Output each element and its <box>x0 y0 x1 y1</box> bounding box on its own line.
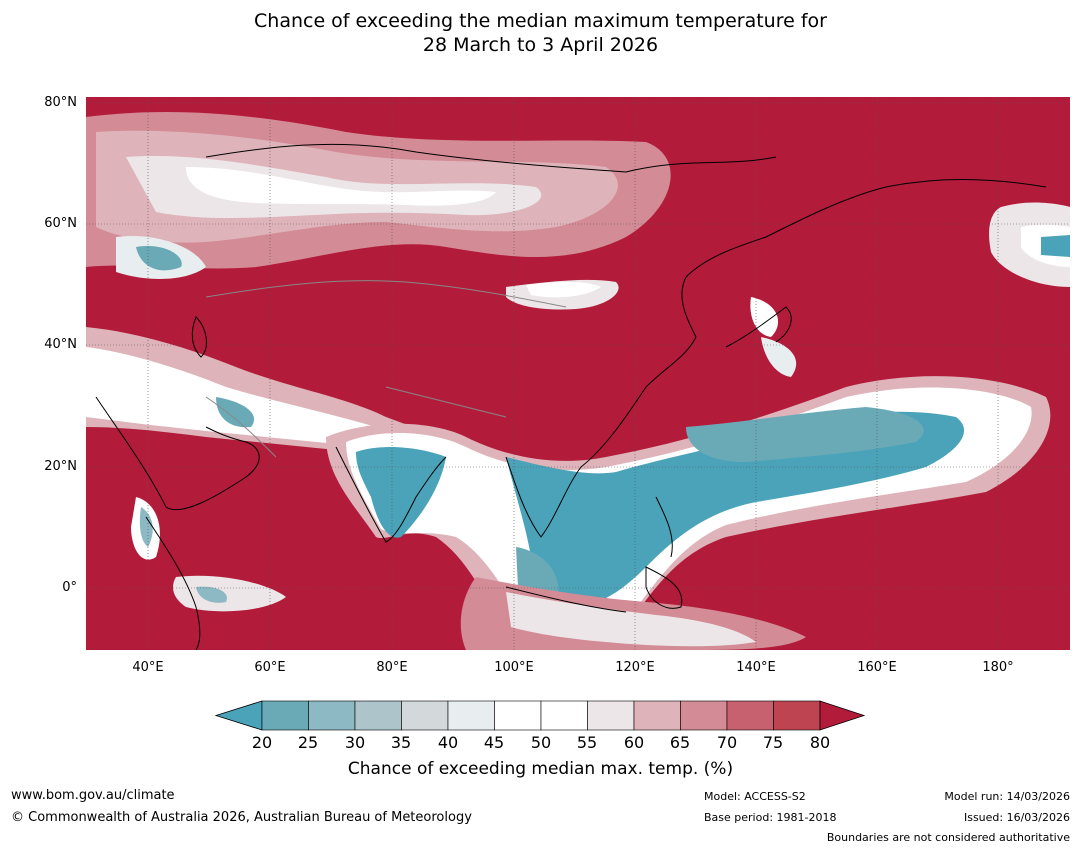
colorbar-segment <box>680 700 728 731</box>
coast-philippines <box>655 496 673 558</box>
border-china-india <box>385 386 507 418</box>
lat-label-40n: 40°N <box>44 337 77 352</box>
field-northeast-pacific <box>989 202 1070 287</box>
colorbar-segment <box>587 700 635 731</box>
map-area[interactable] <box>86 97 1070 650</box>
lon-label-160e: 160°E <box>857 660 897 675</box>
field-maritime-continent <box>460 577 806 650</box>
colorbar-segment <box>401 700 449 731</box>
colorbar-arrow-high <box>819 700 866 731</box>
lat-label-0: 0° <box>62 580 77 595</box>
legend-tick: 65 <box>669 733 691 752</box>
legend-tick: 75 <box>762 733 784 752</box>
country-borders <box>205 280 567 458</box>
legend-tick: 45 <box>483 733 505 752</box>
colorbar-segment <box>261 700 309 731</box>
legend-tick: 55 <box>576 733 598 752</box>
footer-disclaimer: Boundaries are not considered authoritat… <box>826 831 1070 844</box>
legend-tick: 70 <box>716 733 738 752</box>
map-title-line2: 28 March to 3 April 2026 <box>422 34 659 56</box>
lon-label-100e: 100°E <box>494 660 534 675</box>
legend-tick: 40 <box>437 733 459 752</box>
footer-model-run: Model run: 14/03/2026 <box>944 790 1070 803</box>
coast-arabia <box>95 396 260 511</box>
coast-caspian <box>191 316 207 358</box>
lon-label-120e: 120°E <box>615 660 655 675</box>
lat-label-60n: 60°N <box>44 216 77 231</box>
footer-issued: Issued: 16/03/2026 <box>963 811 1070 824</box>
colorbar-segment <box>354 700 402 731</box>
footer-model: Model: ACCESS-S2 <box>704 790 806 803</box>
lon-label-140e: 140°E <box>736 660 776 675</box>
coast-india <box>335 446 447 543</box>
colorbar-segment <box>494 700 542 731</box>
footer-copyright: © Commonwealth of Australia 2026, Austra… <box>11 810 472 825</box>
colorbar-segment <box>726 700 774 731</box>
legend-tick: 20 <box>251 733 273 752</box>
coast-east-asia <box>681 179 1047 338</box>
lon-label-180: 180° <box>982 660 1014 675</box>
coastlines <box>95 143 1047 650</box>
colorbar-segment <box>540 700 588 731</box>
legend-tick: 60 <box>623 733 645 752</box>
footer-base-period: Base period: 1981-2018 <box>704 811 837 824</box>
coast-africa <box>145 516 201 650</box>
footer-website-link[interactable]: www.bom.gov.au/climate <box>11 788 175 803</box>
colorbar <box>214 700 866 731</box>
colorbar-segment <box>773 700 821 731</box>
legend-title: Chance of exceeding median max. temp. (%… <box>347 759 734 779</box>
colorbar-segment <box>447 700 495 731</box>
legend-tick: 25 <box>297 733 319 752</box>
legend-tick: 35 <box>390 733 412 752</box>
lat-label-20n: 20°N <box>44 459 77 474</box>
graticule <box>86 97 1070 650</box>
field-tropical-cool-band <box>326 376 1051 647</box>
probability-map <box>86 97 1070 650</box>
lon-label-60e: 60°E <box>254 660 286 675</box>
lat-label-80n: 80°N <box>44 95 77 110</box>
colorbar-arrow-low <box>214 700 263 731</box>
colorbar-segment <box>633 700 681 731</box>
coast-indonesia <box>505 586 627 613</box>
coast-sea <box>505 336 697 538</box>
coast-borneo <box>645 566 683 609</box>
map-title-line1: Chance of exceeding the median maximum t… <box>254 10 827 32</box>
legend-tick: 50 <box>530 733 552 752</box>
legend-tick: 30 <box>344 733 366 752</box>
coast-japan <box>725 306 792 348</box>
coast-siberia <box>205 143 777 173</box>
lon-label-80e: 80°E <box>376 660 408 675</box>
field-northern-band <box>86 112 671 279</box>
legend-tick: 80 <box>809 733 831 752</box>
border-central-asia <box>205 280 567 308</box>
field-mongolia <box>506 279 797 377</box>
border-mideast <box>205 396 277 458</box>
lon-label-40e: 40°E <box>132 660 164 675</box>
colorbar-segment <box>308 700 356 731</box>
